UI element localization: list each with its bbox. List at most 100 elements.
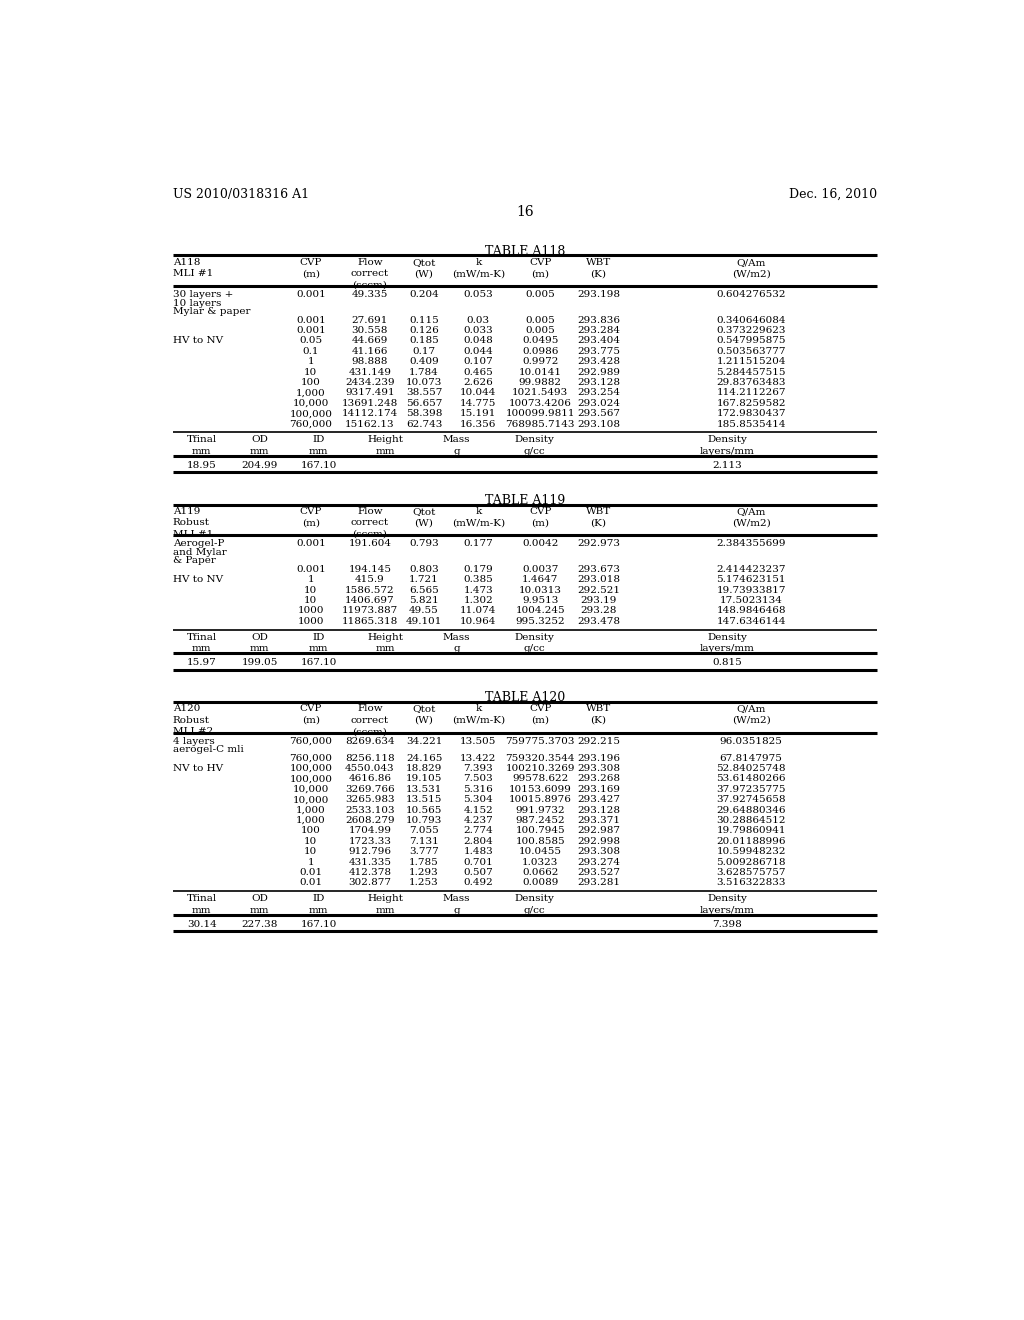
Text: NV to HV: NV to HV [173, 764, 223, 774]
Text: 302.877: 302.877 [348, 878, 391, 887]
Text: Density
layers/mm: Density layers/mm [699, 632, 755, 653]
Text: Flow
correct
(sccm): Flow correct (sccm) [351, 257, 389, 289]
Text: 5.174623151: 5.174623151 [717, 576, 785, 585]
Text: 431.335: 431.335 [348, 858, 391, 867]
Text: 100,000: 100,000 [290, 775, 333, 784]
Text: CVP
(m): CVP (m) [300, 507, 323, 528]
Text: k
(mW/m-K): k (mW/m-K) [452, 507, 505, 528]
Text: 0.815: 0.815 [713, 659, 742, 667]
Text: Q/Am
(W/m2): Q/Am (W/m2) [732, 257, 770, 279]
Text: 1,000: 1,000 [296, 388, 326, 397]
Text: Density
layers/mm: Density layers/mm [699, 894, 755, 915]
Text: 49.101: 49.101 [406, 616, 442, 626]
Text: 10 layers: 10 layers [173, 298, 221, 308]
Text: k
(mW/m-K): k (mW/m-K) [452, 257, 505, 279]
Text: 0.01: 0.01 [299, 869, 323, 876]
Text: 49.335: 49.335 [351, 290, 388, 300]
Text: 100,000: 100,000 [290, 764, 333, 774]
Text: 293.404: 293.404 [577, 337, 620, 346]
Text: 2.414423237: 2.414423237 [717, 565, 785, 574]
Text: 10: 10 [304, 597, 317, 605]
Text: 0.0089: 0.0089 [522, 878, 558, 887]
Text: 293.371: 293.371 [577, 816, 620, 825]
Text: 5.284457515: 5.284457515 [717, 367, 785, 376]
Text: 1586.572: 1586.572 [345, 586, 394, 595]
Text: 10073.4206: 10073.4206 [509, 399, 571, 408]
Text: 0.001: 0.001 [296, 565, 326, 574]
Text: 293.128: 293.128 [577, 378, 620, 387]
Text: 0.793: 0.793 [410, 540, 439, 548]
Text: 2.804: 2.804 [464, 837, 494, 846]
Text: 20.01188996: 20.01188996 [717, 837, 785, 846]
Text: 0.465: 0.465 [464, 367, 494, 376]
Text: 293.775: 293.775 [577, 347, 620, 356]
Text: 991.9732: 991.9732 [515, 805, 565, 814]
Text: 204.99: 204.99 [242, 461, 278, 470]
Text: 172.9830437: 172.9830437 [717, 409, 785, 418]
Text: 8256.118: 8256.118 [345, 754, 394, 763]
Text: Height
mm: Height mm [368, 632, 403, 653]
Text: CVP
(m): CVP (m) [529, 507, 552, 528]
Text: Tfinal
mm: Tfinal mm [186, 436, 217, 455]
Text: 293.128: 293.128 [577, 805, 620, 814]
Text: 0.048: 0.048 [464, 337, 494, 346]
Text: 293.284: 293.284 [577, 326, 620, 335]
Text: 293.018: 293.018 [577, 576, 620, 585]
Text: 0.03: 0.03 [467, 315, 489, 325]
Text: 0.503563777: 0.503563777 [717, 347, 785, 356]
Text: 5.009286718: 5.009286718 [717, 858, 785, 867]
Text: 2.384355699: 2.384355699 [717, 540, 785, 548]
Text: 56.657: 56.657 [406, 399, 442, 408]
Text: 1.785: 1.785 [410, 858, 439, 867]
Text: 62.743: 62.743 [406, 420, 442, 429]
Text: 293.308: 293.308 [577, 847, 620, 857]
Text: 10.0455: 10.0455 [519, 847, 562, 857]
Text: 10.0141: 10.0141 [519, 367, 562, 376]
Text: 10: 10 [304, 367, 317, 376]
Text: 7.503: 7.503 [464, 775, 494, 784]
Text: 58.398: 58.398 [406, 409, 442, 418]
Text: 293.254: 293.254 [577, 388, 620, 397]
Text: 13.422: 13.422 [460, 754, 497, 763]
Text: TABLE A120: TABLE A120 [484, 692, 565, 704]
Text: 34.221: 34.221 [406, 737, 442, 746]
Text: 30.28864512: 30.28864512 [717, 816, 785, 825]
Text: 147.6346144: 147.6346144 [717, 616, 785, 626]
Text: 0.033: 0.033 [464, 326, 494, 335]
Text: Aerogel-P: Aerogel-P [173, 540, 224, 548]
Text: 0.001: 0.001 [296, 290, 326, 300]
Text: 293.108: 293.108 [577, 420, 620, 429]
Text: 5.304: 5.304 [464, 795, 494, 804]
Text: 1.293: 1.293 [410, 869, 439, 876]
Text: aerogel-C mli: aerogel-C mli [173, 744, 244, 754]
Text: 1004.245: 1004.245 [515, 606, 565, 615]
Text: 0.0495: 0.0495 [522, 337, 558, 346]
Text: 167.10: 167.10 [300, 659, 337, 667]
Text: 37.92745658: 37.92745658 [717, 795, 785, 804]
Text: OD
mm: OD mm [250, 436, 269, 455]
Text: k
(mW/m-K): k (mW/m-K) [452, 705, 505, 725]
Text: 293.478: 293.478 [577, 616, 620, 626]
Text: 11.074: 11.074 [460, 606, 497, 615]
Text: 293.567: 293.567 [577, 409, 620, 418]
Text: 30.14: 30.14 [186, 920, 216, 928]
Text: HV to NV: HV to NV [173, 337, 223, 346]
Text: 167.10: 167.10 [300, 920, 337, 928]
Text: Dec. 16, 2010: Dec. 16, 2010 [788, 187, 877, 201]
Text: Density
g/cc: Density g/cc [514, 436, 554, 455]
Text: TABLE A118: TABLE A118 [484, 244, 565, 257]
Text: 0.005: 0.005 [525, 290, 555, 300]
Text: 38.557: 38.557 [406, 388, 442, 397]
Text: 19.73933817: 19.73933817 [717, 586, 785, 595]
Text: 1723.33: 1723.33 [348, 837, 391, 846]
Text: 0.409: 0.409 [410, 358, 439, 366]
Text: 293.428: 293.428 [577, 358, 620, 366]
Text: 0.17: 0.17 [413, 347, 435, 356]
Text: 1.4647: 1.4647 [522, 576, 558, 585]
Text: 1,000: 1,000 [296, 805, 326, 814]
Text: 0.005: 0.005 [525, 326, 555, 335]
Text: 0.204: 0.204 [410, 290, 439, 300]
Text: 3.628575757: 3.628575757 [717, 869, 785, 876]
Text: 10015.8976: 10015.8976 [509, 795, 571, 804]
Text: 4550.043: 4550.043 [345, 764, 394, 774]
